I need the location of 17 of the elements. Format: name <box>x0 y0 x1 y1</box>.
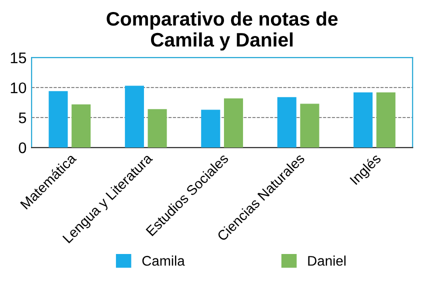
legend-label: Daniel <box>308 256 346 266</box>
bar <box>300 104 320 148</box>
bar <box>224 98 244 148</box>
bar <box>72 104 91 148</box>
y-tick-label: 5 <box>18 112 26 124</box>
bar <box>354 92 373 148</box>
y-tick-label: 10 <box>10 82 26 94</box>
bar <box>148 109 167 148</box>
chart-title: Comparativo de notas de Camila y Daniel <box>106 11 338 51</box>
y-tick-label: 15 <box>10 52 26 64</box>
bar <box>277 97 296 148</box>
bar <box>124 86 144 148</box>
bar <box>201 110 220 148</box>
bar <box>48 91 68 148</box>
bar <box>376 92 396 148</box>
legend-label: Camila <box>142 256 185 266</box>
y-tick-label: 0 <box>18 142 26 154</box>
